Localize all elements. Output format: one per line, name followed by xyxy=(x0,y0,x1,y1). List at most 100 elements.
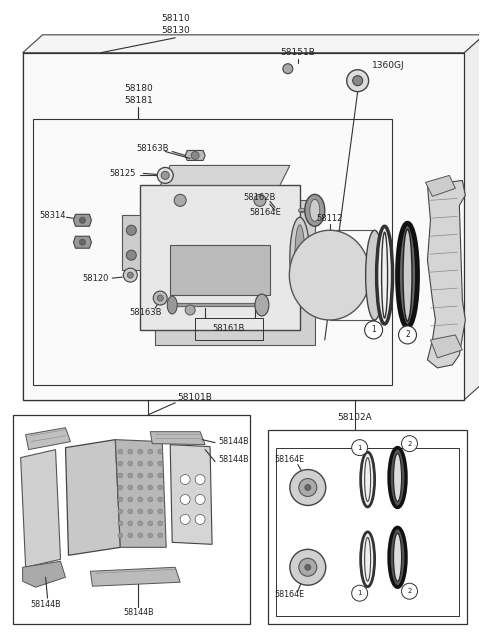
Circle shape xyxy=(353,75,363,86)
Text: 58125: 58125 xyxy=(109,169,135,178)
Polygon shape xyxy=(21,450,60,567)
Circle shape xyxy=(347,70,369,92)
Polygon shape xyxy=(65,439,120,555)
Bar xyxy=(23,53,464,400)
Ellipse shape xyxy=(389,527,406,587)
Circle shape xyxy=(290,470,326,505)
Circle shape xyxy=(305,564,311,570)
Circle shape xyxy=(402,436,418,451)
Circle shape xyxy=(158,461,163,466)
Polygon shape xyxy=(185,150,205,160)
Ellipse shape xyxy=(365,458,371,501)
Text: 58120: 58120 xyxy=(82,274,108,283)
Circle shape xyxy=(148,473,153,478)
Polygon shape xyxy=(23,35,480,53)
Circle shape xyxy=(195,495,205,505)
Text: 58163B: 58163B xyxy=(136,144,168,153)
Circle shape xyxy=(123,268,137,282)
Bar xyxy=(170,245,270,295)
Circle shape xyxy=(299,559,317,576)
Circle shape xyxy=(157,167,173,183)
Circle shape xyxy=(365,321,383,339)
Circle shape xyxy=(128,533,133,538)
Text: 58110: 58110 xyxy=(161,15,190,23)
Circle shape xyxy=(138,485,143,490)
Circle shape xyxy=(138,533,143,538)
Circle shape xyxy=(138,521,143,526)
Polygon shape xyxy=(115,439,166,547)
Text: 58161B: 58161B xyxy=(213,325,245,333)
Circle shape xyxy=(128,509,133,514)
Text: 58144B: 58144B xyxy=(218,455,249,464)
Circle shape xyxy=(138,509,143,514)
Text: 58101B: 58101B xyxy=(178,393,213,402)
Text: 58112: 58112 xyxy=(316,214,343,223)
Ellipse shape xyxy=(366,230,384,320)
Circle shape xyxy=(128,521,133,526)
Polygon shape xyxy=(170,444,212,545)
Circle shape xyxy=(148,485,153,490)
Circle shape xyxy=(126,250,136,260)
Circle shape xyxy=(118,509,123,514)
Circle shape xyxy=(148,533,153,538)
Circle shape xyxy=(254,195,266,206)
Text: 2: 2 xyxy=(405,330,410,339)
Ellipse shape xyxy=(360,532,374,586)
Circle shape xyxy=(118,449,123,454)
Ellipse shape xyxy=(167,296,177,314)
Polygon shape xyxy=(425,176,456,197)
Circle shape xyxy=(148,449,153,454)
Text: 58144B: 58144B xyxy=(218,437,249,446)
Text: 1: 1 xyxy=(371,325,376,335)
Circle shape xyxy=(158,509,163,514)
Polygon shape xyxy=(90,567,180,586)
Circle shape xyxy=(118,533,123,538)
Bar xyxy=(195,318,263,340)
Circle shape xyxy=(195,474,205,484)
Circle shape xyxy=(153,291,167,305)
Ellipse shape xyxy=(394,453,402,501)
Text: 1: 1 xyxy=(358,590,362,596)
Polygon shape xyxy=(23,561,65,587)
Polygon shape xyxy=(150,432,205,444)
Circle shape xyxy=(148,497,153,502)
Text: 58102A: 58102A xyxy=(337,413,372,422)
Circle shape xyxy=(398,326,417,344)
Circle shape xyxy=(80,239,85,245)
Circle shape xyxy=(118,497,123,502)
Bar xyxy=(140,185,300,330)
Bar xyxy=(23,53,464,400)
Circle shape xyxy=(148,521,153,526)
Circle shape xyxy=(157,295,163,301)
Circle shape xyxy=(138,497,143,502)
Ellipse shape xyxy=(389,448,406,507)
Circle shape xyxy=(195,514,205,524)
Circle shape xyxy=(191,152,199,160)
Text: 58181: 58181 xyxy=(124,96,153,105)
Circle shape xyxy=(138,461,143,466)
Ellipse shape xyxy=(310,199,320,221)
Circle shape xyxy=(185,305,195,315)
Circle shape xyxy=(402,583,418,599)
Ellipse shape xyxy=(289,230,370,320)
Ellipse shape xyxy=(394,533,402,581)
Circle shape xyxy=(158,473,163,478)
Text: 1360GJ: 1360GJ xyxy=(372,61,404,70)
Text: 58163B: 58163B xyxy=(129,307,162,316)
Text: 58164E: 58164E xyxy=(275,455,305,464)
Circle shape xyxy=(158,533,163,538)
Circle shape xyxy=(118,461,123,466)
Circle shape xyxy=(128,497,133,502)
Ellipse shape xyxy=(290,217,310,297)
Circle shape xyxy=(128,449,133,454)
Ellipse shape xyxy=(397,223,418,327)
Circle shape xyxy=(128,461,133,466)
Bar xyxy=(276,448,459,616)
Circle shape xyxy=(158,485,163,490)
Circle shape xyxy=(138,449,143,454)
Text: 58151B: 58151B xyxy=(280,48,315,57)
Text: 58162B: 58162B xyxy=(244,193,276,202)
Circle shape xyxy=(148,461,153,466)
Circle shape xyxy=(352,585,368,601)
Circle shape xyxy=(305,484,311,491)
